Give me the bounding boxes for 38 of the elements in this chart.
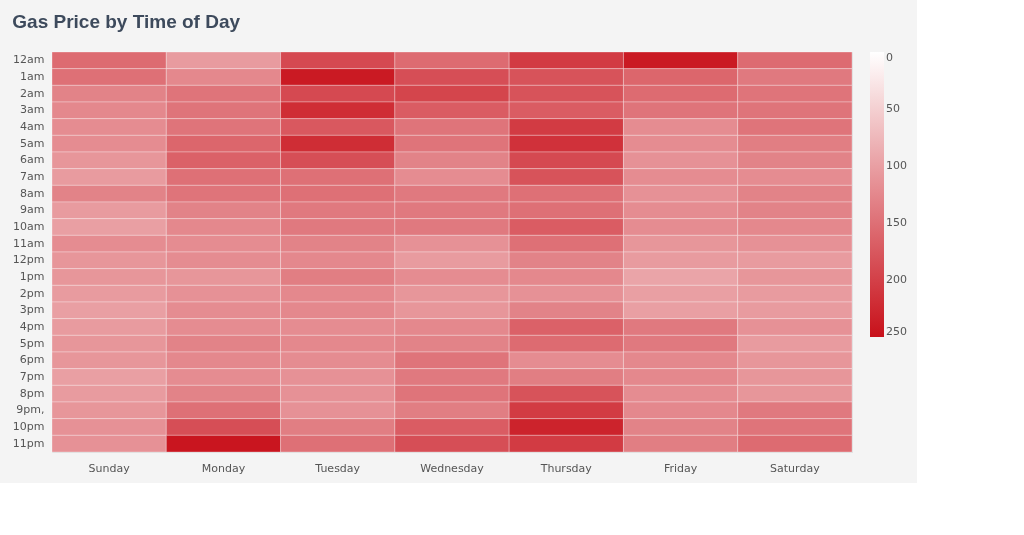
y-tick-label: 3pm (19, 303, 45, 317)
y-tick-label: 12am (13, 53, 45, 67)
color-bar-label: 100 (886, 159, 907, 172)
color-bar-label: 200 (886, 273, 907, 286)
y-tick-label: 4am (20, 120, 45, 133)
x-tick-label: Friday (663, 461, 698, 475)
y-tick-label: 6pm (19, 353, 45, 367)
y-tick-label: 10am (13, 220, 45, 233)
y-tick-label: 12pm (12, 253, 45, 267)
chart-title: Gas Price by Time of Day (12, 10, 241, 32)
x-tick-label: Monday (201, 461, 246, 475)
x-tick-label: Wednesday (420, 461, 485, 475)
x-tick-label: Sunday (88, 461, 131, 475)
y-tick-label: 11am (13, 236, 45, 250)
x-tick-label: Thursday (539, 461, 593, 475)
x-tick-label: Saturday (770, 461, 821, 475)
color-bar-label: 0 (886, 51, 893, 64)
y-tick-label: 7pm (19, 370, 45, 383)
y-tick-label: 3am (20, 103, 45, 117)
y-tick-label: 1pm (19, 270, 45, 283)
color-bar-label: 250 (886, 325, 907, 338)
y-tick-label: 2am (20, 86, 45, 100)
y-tick-label: 4pm (19, 320, 45, 333)
y-tick-label: 2pm (19, 286, 45, 300)
x-tick-label: Tuesday (314, 461, 361, 475)
y-tick-label: 5pm (19, 336, 45, 350)
y-tick-label: 11pm (12, 436, 45, 450)
y-tick-label: 8pm (19, 386, 45, 400)
y-tick-label: 5am (20, 136, 45, 150)
y-tick-label: 6am (20, 153, 45, 167)
y-tick-label: 10pm (12, 420, 45, 433)
y-tick-label: 8am (20, 186, 45, 200)
color-bar-label: 50 (886, 102, 900, 115)
color-bar-label: 150 (886, 216, 907, 229)
y-tick-label: 1am (20, 70, 45, 83)
y-tick-label: 7am (20, 170, 45, 183)
y-tick-label: 9pm, (16, 403, 45, 417)
y-tick-label: 9am (20, 203, 45, 217)
